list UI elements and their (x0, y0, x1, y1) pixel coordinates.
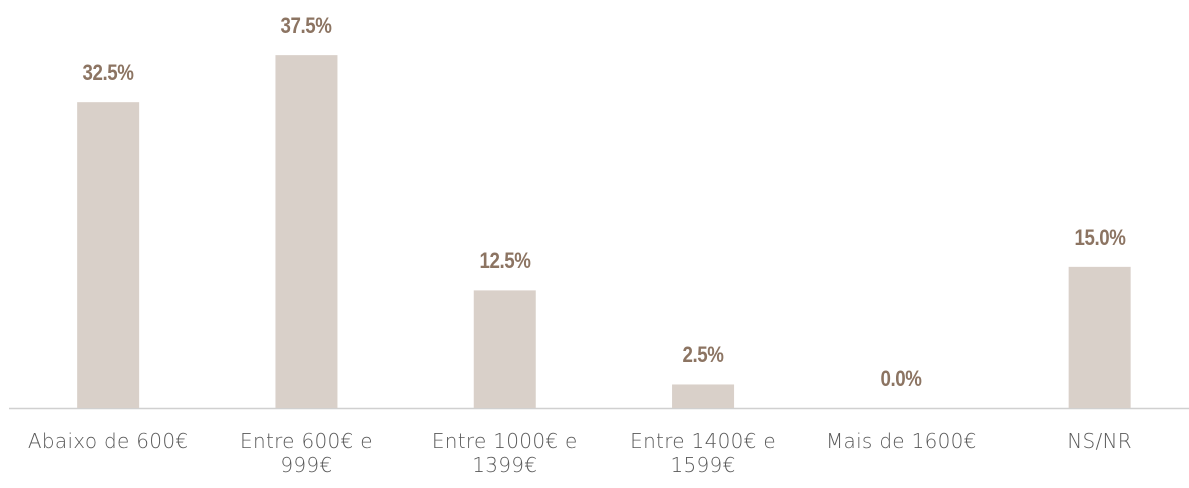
value-label: 32.5% (82, 60, 134, 86)
value-label: 15.0% (1074, 224, 1126, 250)
bar (275, 55, 338, 408)
bar (1068, 266, 1131, 408)
value-label: 0.0% (880, 366, 922, 391)
value-label: 37.5% (280, 13, 332, 39)
x-tick-label: NS/NR (1067, 429, 1133, 453)
value-label: 12.5% (479, 248, 531, 274)
bar (672, 384, 735, 408)
x-tick-label: Abaixo de 600€ (27, 429, 189, 453)
x-tick-label: Entre 600€ e 999€ (240, 429, 373, 477)
bar (473, 290, 536, 408)
value-label: 2.5% (682, 342, 724, 368)
x-tick-label: Mais de 1600€ (825, 429, 977, 453)
bar (77, 102, 140, 409)
x-tick-label: Entre 1400€ e 1599€ (630, 429, 776, 477)
x-tick-label: Entre 1000€ e 1399€ (431, 429, 578, 477)
